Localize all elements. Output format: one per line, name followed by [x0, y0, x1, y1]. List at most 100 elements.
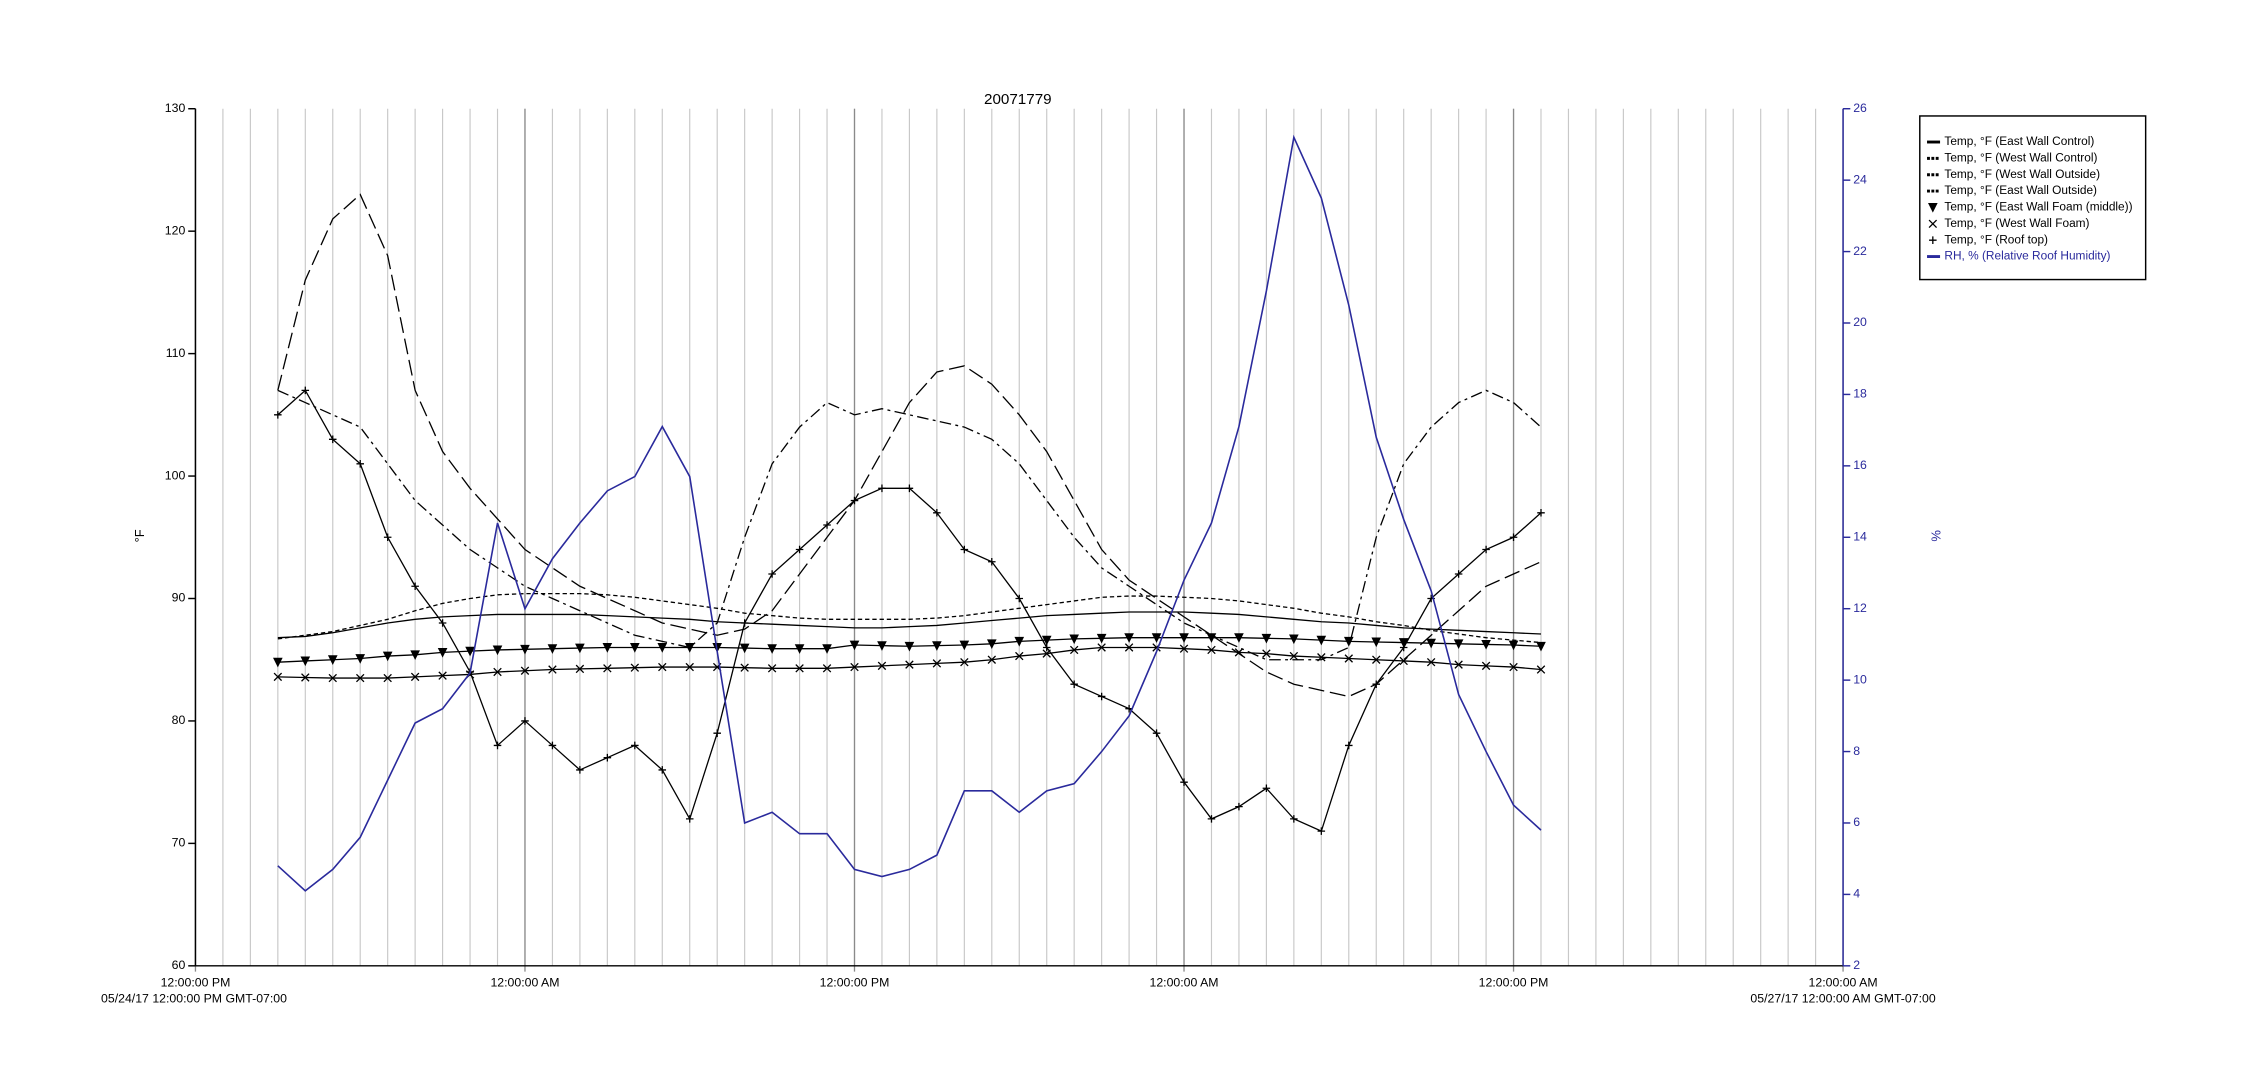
marker-triangle: [1536, 641, 1546, 652]
marker-x: [658, 662, 667, 672]
y-tick-label: 130: [165, 101, 186, 115]
marker-triangle: [1206, 633, 1217, 643]
marker-x: [1317, 653, 1326, 662]
series-line: [277, 193, 1542, 698]
x-tick-label: 12:00:00 PM: [161, 975, 231, 989]
marker-x: [301, 673, 310, 682]
marker-plus: [1929, 236, 1937, 244]
marker-plus: [328, 435, 337, 444]
x-tick-label: 12:00:00 AM: [490, 975, 559, 989]
marker-plus: [850, 496, 859, 505]
marker-x: [1124, 643, 1134, 652]
marker-triangle: [1041, 635, 1052, 646]
marker-x: [795, 664, 804, 673]
marker-plus: [823, 521, 831, 529]
legend-box: [1919, 115, 2147, 281]
marker-plus: [383, 533, 392, 542]
y-tick-label: 100: [165, 468, 186, 482]
marker-x: [850, 662, 859, 672]
marker-triangle: [904, 641, 915, 652]
marker-plus: [1152, 729, 1161, 737]
marker-triangle: [794, 644, 805, 654]
marker-x: [1179, 644, 1189, 653]
marker-triangle: [1151, 633, 1162, 643]
marker-x: [987, 655, 997, 664]
marker-x: [822, 664, 832, 673]
y2-tick-label: 20: [1853, 315, 1867, 329]
marker-x: [1372, 655, 1381, 664]
marker-plus: [713, 729, 721, 737]
y-tick-label: 60: [172, 958, 186, 972]
y-axis-label: °F: [132, 529, 147, 542]
marker-triangle: [739, 643, 750, 654]
marker-x: [603, 664, 612, 673]
marker-x: [1536, 665, 1546, 674]
marker-triangle: [1398, 638, 1409, 648]
marker-x: [1262, 649, 1271, 658]
marker-plus: [1070, 680, 1078, 688]
marker-x: [383, 673, 392, 683]
y2-tick-label: 4: [1853, 887, 1860, 901]
y2-tick-label: 14: [1853, 530, 1867, 544]
marker-triangle: [1371, 637, 1382, 648]
marker-x: [905, 660, 914, 669]
marker-triangle: [877, 641, 887, 651]
x-start-label: 05/24/17 12:00:00 PM GMT-07:00: [101, 991, 287, 1005]
marker-triangle: [822, 644, 832, 654]
marker-triangle: [1481, 639, 1491, 650]
marker-plus: [1207, 815, 1216, 823]
legend-label: Temp, °F (West Wall Foam): [1944, 216, 2089, 230]
marker-plus: [411, 582, 419, 591]
marker-x: [355, 673, 365, 683]
marker-x: [685, 662, 694, 672]
series-line: [277, 134, 1542, 892]
y-tick-label: 120: [165, 223, 186, 237]
marker-plus: [1345, 741, 1353, 750]
marker-triangle: [355, 654, 366, 664]
y-tick-label: 110: [166, 346, 186, 360]
marker-triangle: [437, 647, 448, 658]
marker-plus: [1317, 827, 1326, 835]
marker-triangle: [767, 644, 777, 654]
marker-x: [1426, 657, 1436, 667]
marker-plus: [1015, 594, 1024, 603]
marker-x: [630, 663, 640, 672]
marker-plus: [356, 460, 364, 468]
x-tick-label: 12:00:00 PM: [820, 975, 890, 989]
marker-x: [960, 657, 969, 667]
chart-title: 20071779: [984, 91, 1052, 108]
marker-x: [493, 667, 502, 677]
marker-x: [1344, 654, 1354, 663]
marker-plus: [1399, 643, 1408, 652]
marker-x: [1928, 219, 1938, 229]
marker-plus: [878, 484, 886, 493]
legend-label: Temp, °F (East Wall Outside): [1944, 183, 2097, 197]
marker-x: [740, 663, 749, 672]
marker-x: [1454, 660, 1463, 669]
marker-x: [1234, 648, 1244, 657]
legend-label: Temp, °F (West Wall Outside): [1944, 167, 2100, 181]
marker-plus: [960, 545, 969, 554]
marker-triangle: [1261, 633, 1272, 644]
y2-axis-label: %: [1929, 530, 1944, 542]
marker-x: [520, 666, 530, 675]
marker-plus: [1180, 778, 1188, 786]
marker-triangle: [849, 640, 860, 651]
marker-triangle: [1096, 633, 1107, 644]
marker-plus: [301, 386, 310, 395]
marker-triangle: [932, 641, 942, 651]
y2-tick-label: 22: [1853, 244, 1867, 258]
marker-x: [1399, 656, 1408, 666]
marker-plus: [933, 509, 941, 517]
x-tick-label: 12:00:00 PM: [1479, 975, 1549, 989]
marker-x: [1207, 645, 1216, 655]
marker-plus: [1454, 570, 1463, 578]
marker-plus: [603, 753, 612, 762]
marker-plus: [1235, 802, 1243, 811]
y2-tick-label: 24: [1853, 172, 1867, 186]
x-end-label: 05/27/17 12:00:00 AM GMT-07:00: [1750, 991, 1935, 1005]
marker-triangle: [410, 650, 420, 661]
y-tick-label: 70: [172, 836, 186, 850]
marker-triangle: [959, 640, 970, 651]
marker-x: [1289, 651, 1299, 661]
